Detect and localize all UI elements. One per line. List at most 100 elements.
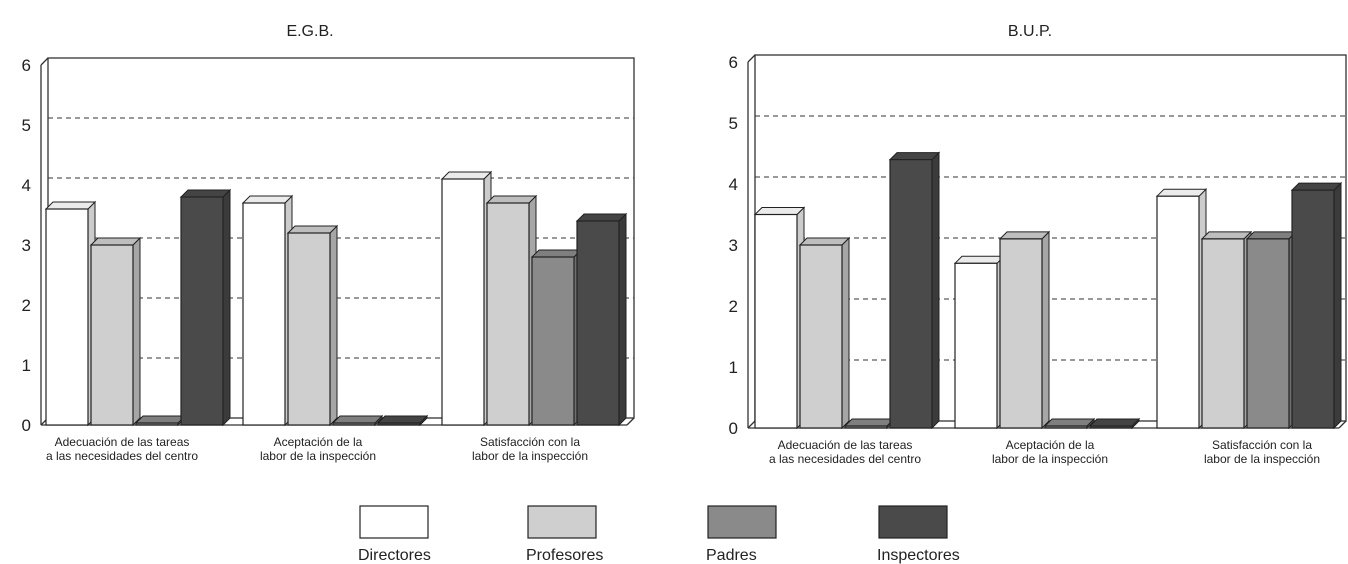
- bar-front-face: [90, 244, 134, 426]
- bar-side-face: [1041, 230, 1050, 430]
- bar-padres-1: [843, 417, 896, 430]
- bar-front-face: [954, 262, 998, 429]
- bar-top-face: [530, 249, 583, 258]
- bar-inspectores-2: [376, 414, 429, 427]
- legend-swatch: [527, 505, 597, 539]
- frame-edge: [40, 57, 49, 66]
- frame-edge: [1338, 420, 1347, 429]
- bar-profesores-1: [89, 236, 142, 427]
- category-label-line: labor de la inspección: [260, 449, 376, 463]
- bar-inspectores-2: [1088, 417, 1141, 430]
- category-label-1: Adecuación de las tareas a las necesidade…: [46, 435, 198, 463]
- y-tick-label: 1: [729, 358, 738, 377]
- bar-padres-2: [1043, 417, 1096, 430]
- bar-top-face: [440, 171, 493, 180]
- bar-front-face: [1089, 425, 1133, 429]
- bar-top-face: [485, 195, 538, 204]
- category-label-3: Satisfacción con la labor de la inspecció…: [1204, 438, 1320, 466]
- y-tick-label: 4: [22, 176, 31, 195]
- category-label-line: a las necesidades del centro: [46, 449, 198, 463]
- bar-front-face: [1044, 425, 1088, 429]
- bar-top-face: [241, 195, 294, 204]
- bar-front-face: [799, 244, 843, 429]
- bar-top-face: [376, 415, 429, 424]
- bar-front-face: [486, 202, 530, 426]
- bar-top-face: [1088, 418, 1141, 427]
- bar-top-face: [843, 418, 896, 427]
- category-label-line: Aceptación de la: [1006, 438, 1095, 452]
- bar-side-face: [931, 151, 940, 430]
- y-tick-label: 6: [22, 56, 31, 75]
- legend-label: Profesores: [526, 547, 603, 564]
- y-tick-label: 5: [22, 116, 31, 135]
- category-label-line: Satisfacción con la: [1212, 438, 1312, 452]
- legend-label: Inspectores: [877, 547, 960, 564]
- chart-legend: Directores Profesores Padres Inspectores: [358, 505, 960, 564]
- category-label-line: Aceptación de la: [274, 435, 363, 449]
- y-tick-label: 0: [22, 416, 31, 435]
- bar-padres-3: [1245, 230, 1298, 430]
- bar-front-face: [1246, 238, 1290, 429]
- bar-top-face: [1245, 231, 1298, 240]
- bar-side-face: [618, 212, 627, 427]
- category-label-1: Adecuación de las tareas a las necesidade…: [769, 438, 921, 466]
- bar-front-face: [844, 425, 888, 429]
- bar-inspectores-1: [179, 188, 232, 427]
- bar-side-face: [841, 236, 850, 430]
- bar-top-face: [753, 207, 806, 215]
- legend-item-directores: Directores: [358, 505, 431, 564]
- bar-directores-2: [241, 194, 294, 427]
- legend-item-profesores: Profesores: [526, 505, 603, 564]
- bar-profesores-1: [798, 236, 851, 430]
- y-tick-label: 6: [729, 53, 738, 72]
- bar-directores-2: [953, 255, 1006, 430]
- bar-top-face: [179, 189, 232, 198]
- bar-profesores-3: [485, 194, 538, 427]
- bar-profesores-3: [1200, 230, 1253, 430]
- bar-side-face: [1333, 181, 1342, 430]
- legend-label: Directores: [358, 547, 431, 564]
- bar-top-face: [134, 415, 187, 424]
- chart-panel-bup: B.U.P. 0 1 2 3 4 5 6 Adecuación de las tareas a l…: [729, 23, 1347, 466]
- legend-swatch: [359, 505, 429, 539]
- category-label-3: Satisfacción con la labor de la inspecció…: [472, 435, 588, 463]
- category-label-2: Aceptación de la labor de la inspección: [260, 435, 376, 463]
- bar-top-face: [888, 152, 941, 161]
- y-tick-label: 5: [729, 114, 738, 133]
- frame-edge: [747, 420, 756, 429]
- bar-top-face: [1043, 418, 1096, 427]
- legend-swatch: [707, 505, 777, 539]
- y-tick-label: 2: [22, 296, 31, 315]
- y-tick-label: 3: [729, 236, 738, 255]
- bar-top-face: [798, 237, 851, 246]
- bar-front-face: [754, 213, 798, 429]
- bar-front-face: [242, 202, 286, 426]
- category-label-line: labor de la inspección: [1204, 452, 1320, 466]
- bar-front-face: [180, 196, 224, 426]
- bar-front-face: [999, 238, 1043, 429]
- bar-top-face: [286, 225, 339, 234]
- chart-panel-egb: E.G.B. 0 1 2 3 4 5 6 Adecuación de las tareas a l…: [22, 23, 635, 463]
- category-label-line: labor de la inspección: [992, 452, 1108, 466]
- y-tick-label: 3: [22, 236, 31, 255]
- bar-front-face: [135, 422, 179, 426]
- bar-inspectores-1: [888, 151, 941, 430]
- category-label-line: Adecuación de las tareas: [778, 438, 913, 452]
- bar-profesores-2: [286, 224, 339, 427]
- legend-item-padres: Padres: [706, 505, 777, 564]
- bar-front-face: [576, 220, 620, 426]
- bar-directores-3: [1155, 187, 1208, 430]
- legend-label: Padres: [706, 547, 757, 564]
- category-label-line: a las necesidades del centro: [769, 452, 921, 466]
- bar-front-face: [1201, 238, 1245, 429]
- y-tick-label: 1: [22, 356, 31, 375]
- category-label-line: Satisfacción con la: [480, 435, 580, 449]
- bar-top-face: [89, 237, 142, 246]
- category-label-line: labor de la inspección: [472, 449, 588, 463]
- bar-side-face: [132, 236, 141, 427]
- bar-front-face: [441, 178, 485, 426]
- bar-front-face: [287, 232, 331, 426]
- bar-directores-3: [440, 170, 493, 427]
- bar-inspectores-3: [1290, 181, 1343, 430]
- bar-top-face: [575, 213, 628, 222]
